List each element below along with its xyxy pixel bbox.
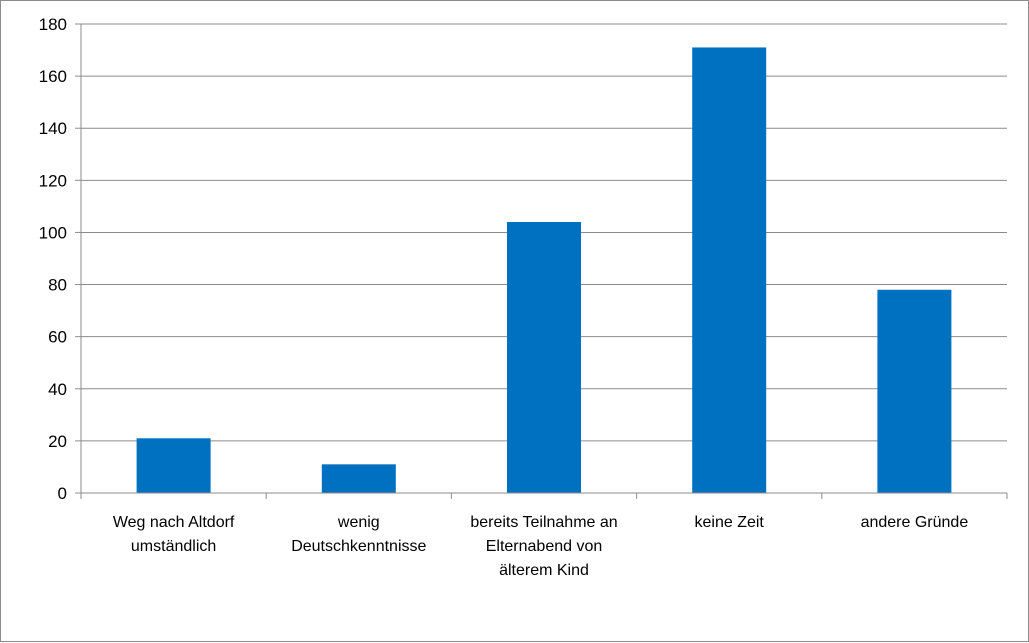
y-tick-label: 20	[48, 432, 67, 451]
y-tick-label: 100	[39, 223, 67, 242]
axes	[75, 23, 1008, 499]
y-tick-label: 80	[48, 276, 67, 295]
y-tick-label: 40	[48, 380, 67, 399]
y-tick-label: 160	[39, 67, 67, 86]
bar	[877, 289, 952, 493]
bar	[321, 464, 396, 493]
y-tick-labels: 0 20 40 60 80 100 120 140 160 180	[39, 15, 67, 503]
y-tick-label: 180	[39, 15, 67, 34]
bars	[136, 47, 952, 493]
x-tick-label: andere Gründe	[861, 514, 969, 531]
x-tick-labels: Weg nach Altdorf umständlich wenig Deutschk…	[113, 514, 968, 579]
y-tick-label: 120	[39, 171, 67, 190]
y-tick-label: 0	[58, 484, 67, 503]
x-tick-label: bereits Teilnahme an Elternabend von älter…	[470, 514, 617, 579]
y-tick-label: 60	[48, 328, 67, 347]
bar	[136, 438, 211, 493]
x-tick-label: keine Zeit	[695, 514, 765, 531]
y-tick-label: 140	[39, 119, 67, 138]
bar	[507, 222, 581, 493]
x-tick-label: wenig Deutschkenntnisse	[291, 514, 426, 555]
bar	[692, 47, 767, 493]
x-tick-label: Weg nach Altdorf umständlich	[113, 514, 235, 555]
